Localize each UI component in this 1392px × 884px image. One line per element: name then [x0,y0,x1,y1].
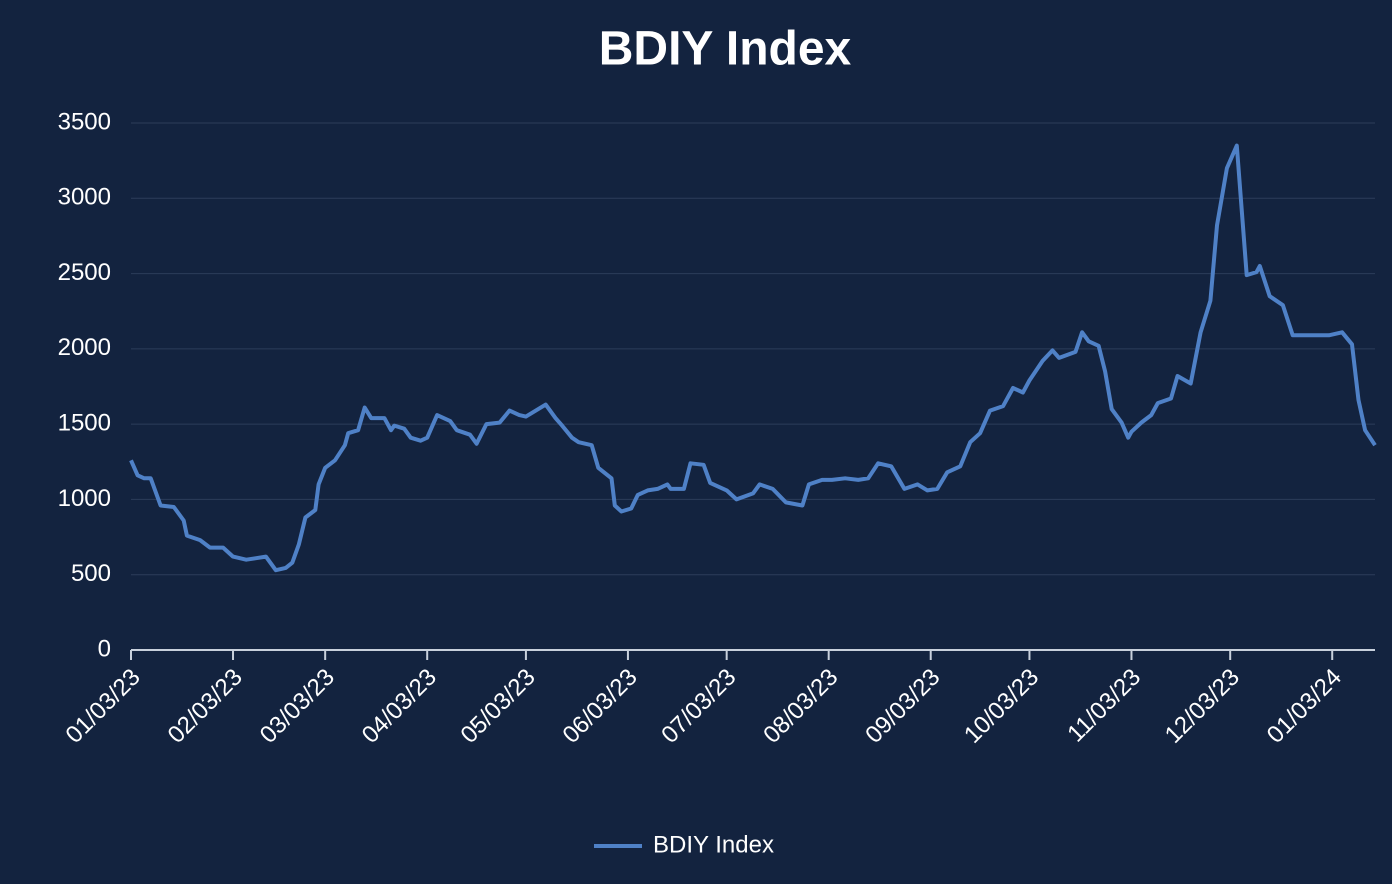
y-tick-label: 1500 [58,409,111,436]
data-line [129,143,1377,573]
legend-label: BDIY Index [653,831,774,858]
y-tick-label: 2500 [58,259,111,286]
y-tick-label: 2000 [58,334,111,361]
y-tick-label: 1000 [58,485,111,512]
y-tick-label: 3500 [58,108,111,135]
y-tick-label: 500 [71,560,111,587]
chart-title: BDIY Index [599,23,852,76]
y-tick-label: 3000 [58,184,111,211]
y-tick-label: 0 [98,635,111,662]
